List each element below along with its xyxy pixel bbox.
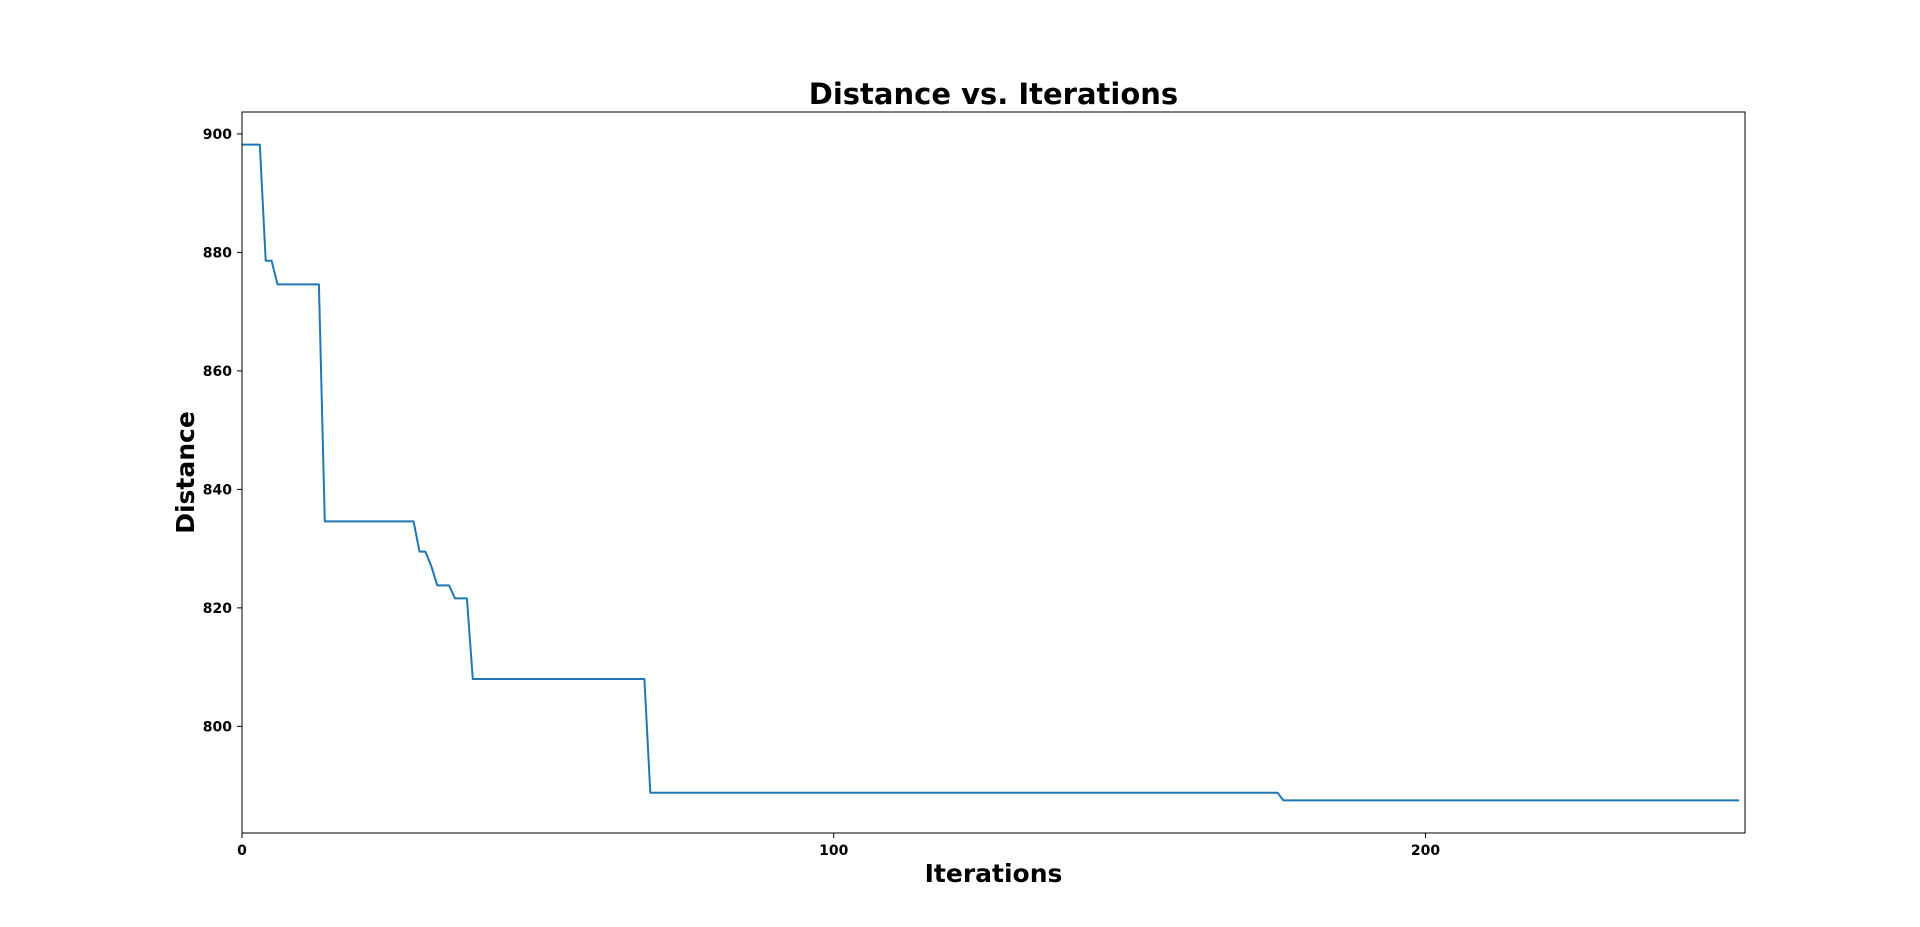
- x-axis-label: Iterations: [925, 859, 1063, 888]
- series-line: [242, 143, 1740, 802]
- x-axis-ticks: 0 100 200: [237, 833, 1440, 859]
- chart-title: Distance vs. Iterations: [809, 77, 1178, 111]
- y-tick-label: 840: [203, 482, 232, 498]
- y-tick-label: 860: [203, 364, 232, 380]
- y-tick-label: 800: [203, 719, 232, 735]
- x-tick-label: 200: [1411, 843, 1440, 859]
- y-tick-label: 820: [203, 601, 232, 617]
- y-tick-label: 880: [203, 245, 232, 261]
- x-tick-label: 100: [819, 843, 848, 859]
- plot-series: [242, 143, 1740, 802]
- x-tick-label: 0: [237, 843, 247, 859]
- plot-frame: [241, 111, 1746, 834]
- y-tick-label: 900: [203, 127, 232, 143]
- y-axis-label: Distance: [171, 411, 200, 534]
- y-axis-ticks: 800 820 840 860 880 900: [203, 127, 242, 735]
